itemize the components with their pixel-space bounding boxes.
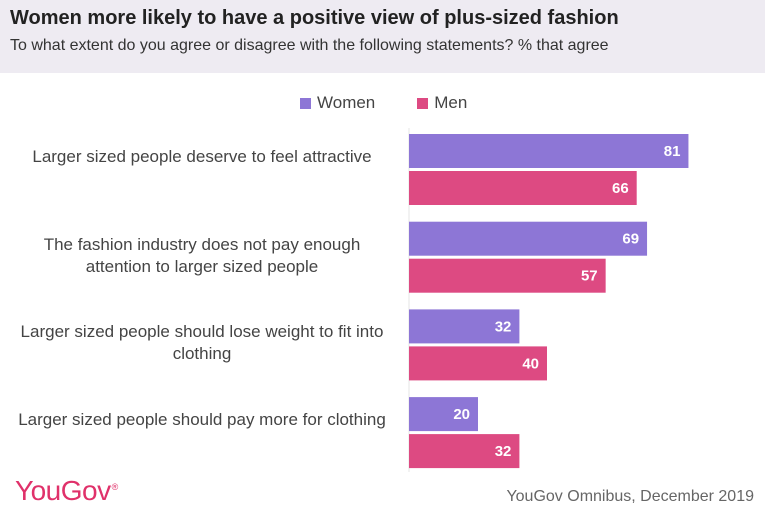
yougov-logo: YouGov® <box>15 475 118 507</box>
bar-value-label: 81 <box>664 143 681 160</box>
bar-value-label: 66 <box>612 180 629 197</box>
bar-men <box>409 171 637 205</box>
legend-swatch-men <box>417 97 429 109</box>
legend-label-men: Men <box>434 93 468 112</box>
category-label: Larger sized people should lose weight t… <box>20 322 384 363</box>
bar-men <box>409 434 520 469</box>
source-note: YouGov Omnibus, December 2019 <box>506 488 754 505</box>
bar-women <box>409 221 648 256</box>
bar-men <box>409 346 547 381</box>
bar-women <box>409 309 520 344</box>
header-band: Women more likely to have a positive vie… <box>0 0 765 73</box>
legend: Women Men <box>300 93 509 113</box>
chart-subtitle: To what extent do you agree or disagree … <box>10 37 609 54</box>
bar-women <box>409 134 689 168</box>
chart-title: Women more likely to have a positive vie… <box>10 7 619 29</box>
bar-value-label: 32 <box>495 318 512 335</box>
bar-value-label: 69 <box>622 231 639 248</box>
bar-value-label: 57 <box>581 268 598 285</box>
bar-men <box>409 258 606 293</box>
legend-swatch-women <box>300 97 311 109</box>
bar-value-label: 20 <box>453 406 470 423</box>
bar-value-label: 32 <box>495 443 512 460</box>
legend-item-women: Women <box>300 93 375 113</box>
bar-women <box>409 397 478 432</box>
legend-label-women: Women <box>317 93 376 112</box>
category-label: Larger sized people deserve to feel attr… <box>32 147 372 166</box>
bar-value-label: 40 <box>522 355 539 372</box>
legend-item-men: Men <box>417 93 467 113</box>
logo-registered-mark: ® <box>111 481 119 492</box>
category-label: The fashion industry does not pay enough… <box>43 235 361 276</box>
logo-text: YouGov <box>15 475 111 506</box>
category-label: Larger sized people should pay more for … <box>18 410 386 429</box>
